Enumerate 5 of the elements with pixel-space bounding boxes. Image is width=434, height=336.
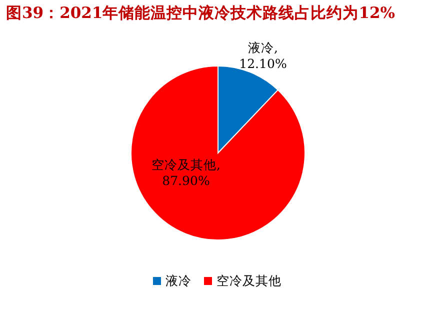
chart-title: 图39：2021年储能温控中液冷技术路线占比约为12%: [6, 3, 396, 24]
data-label: 液冷, 12.10%: [238, 40, 288, 72]
legend-label: 液冷: [166, 273, 192, 288]
legend-label: 空冷及其他: [216, 273, 282, 288]
data-label: 空冷及其他, 87.90%: [150, 157, 222, 189]
